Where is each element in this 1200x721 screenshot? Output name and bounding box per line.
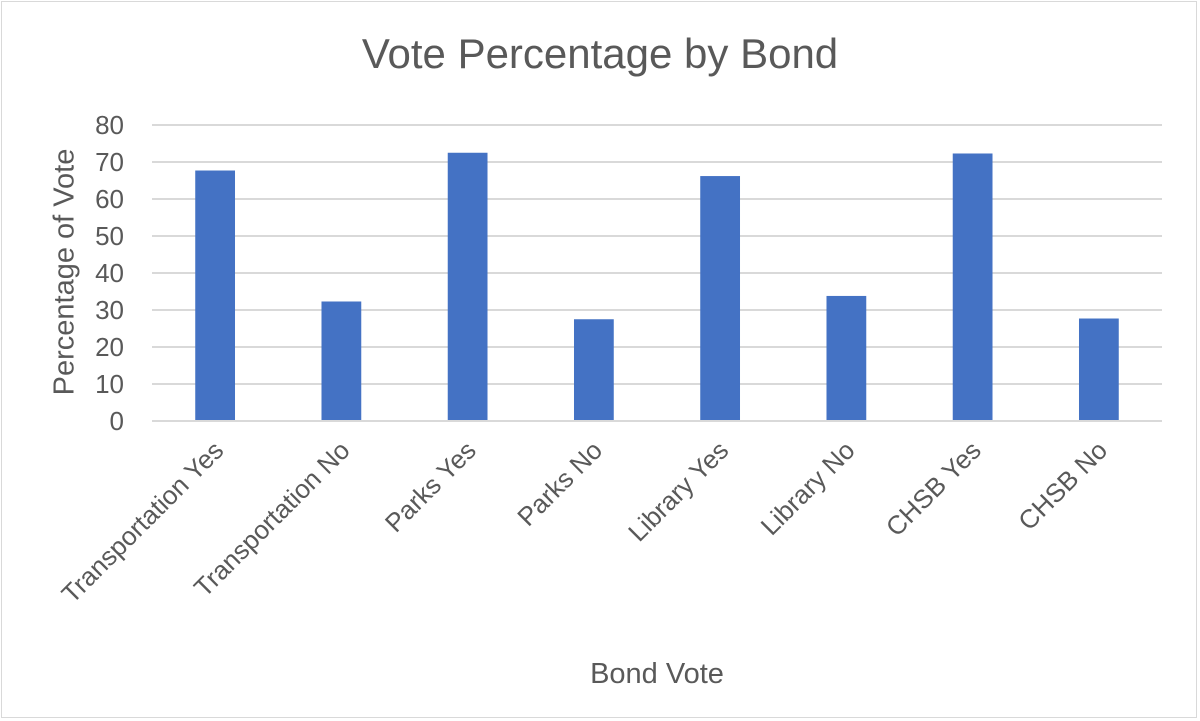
y-tick-label: 60: [95, 184, 124, 214]
y-tick-label: 10: [95, 369, 124, 399]
y-tick-label: 80: [95, 110, 124, 140]
bar: [195, 170, 236, 421]
y-tick-label: 50: [95, 221, 124, 251]
x-axis-label: Bond Vote: [590, 658, 724, 690]
chart-title: Vote Percentage by Bond: [361, 30, 839, 77]
bar: [952, 153, 993, 422]
x-tick-label: Parks No: [511, 435, 608, 532]
gridlines: [152, 124, 1162, 385]
x-tick-label: Parks Yes: [379, 435, 482, 538]
y-tick-label: 20: [95, 332, 124, 362]
bar: [447, 152, 488, 421]
bar: [1078, 318, 1119, 421]
bar: [826, 295, 867, 421]
x-tick-label: Library No: [755, 435, 861, 541]
y-tick-label: 70: [95, 147, 124, 177]
x-tick-label: CHSB No: [1012, 435, 1113, 536]
bar: [573, 319, 614, 421]
y-tick-labels: 0 10 20 30 40 50 60 70 80: [95, 110, 124, 436]
x-tick-label: CHSB Yes: [880, 435, 987, 542]
bar: [700, 176, 741, 421]
y-tick-label: 0: [110, 406, 124, 436]
x-tick-label: Library Yes: [622, 435, 734, 547]
y-tick-label: 30: [95, 295, 124, 325]
bar: [321, 301, 362, 421]
bars: [195, 152, 1119, 422]
y-tick-label: 40: [95, 258, 124, 288]
